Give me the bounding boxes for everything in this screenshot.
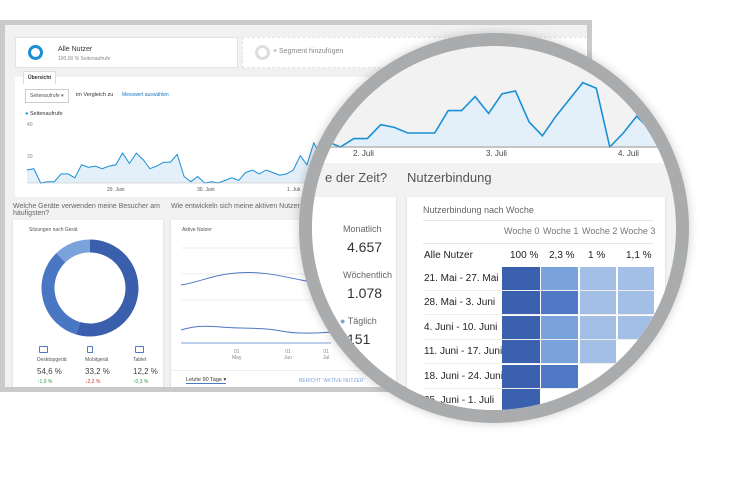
device-label: Desktopgerät — [37, 357, 67, 363]
cohort-cell[interactable] — [541, 291, 578, 315]
stat-value: 4.657 — [347, 239, 383, 255]
x-tick: 01 Jul — [323, 349, 330, 361]
device-share: 12,2 % — [133, 367, 158, 376]
week-header: Woche 0 — [504, 226, 540, 236]
week-header: Woche 1 — [543, 226, 579, 236]
x-tick: 01 Jun — [284, 349, 293, 361]
cohort-cell[interactable] — [618, 291, 654, 315]
stat-value: 1.078 — [347, 285, 383, 301]
legend-label: Seitenaufrufe — [29, 111, 63, 117]
cohort-cell[interactable] — [541, 364, 578, 388]
device-donut — [41, 239, 139, 337]
cohort-cell[interactable] — [580, 267, 616, 290]
device-share: 33,2 % — [85, 367, 110, 376]
week-header: Woche 3 — [620, 226, 656, 236]
devices-title: Sitzungen nach Gerät — [29, 227, 78, 233]
chart-legend: ● Seitenaufrufe — [25, 111, 63, 117]
date-range-select[interactable]: Letzte 90 Tage ▾ — [186, 377, 227, 384]
cohort-cell[interactable] — [502, 315, 540, 339]
devices-card: Sitzungen nach Gerät Desktopgerät 54,6 %… — [13, 220, 163, 387]
device-change: ↑0,3 % — [133, 379, 149, 385]
donut-slice — [56, 239, 91, 263]
tab-overview[interactable]: Übersicht — [23, 71, 57, 84]
stat-label: Monatlich — [343, 224, 382, 234]
all-users-value: 1 % — [588, 250, 606, 261]
active-users-report-link[interactable]: BERICHT "AKTIVE NUTZER" — [299, 378, 366, 384]
device-change: ↓2,2 % — [85, 379, 101, 385]
device-share: 54,6 % — [37, 367, 62, 376]
cohort-cell[interactable] — [502, 364, 540, 388]
stat-value: 151 — [347, 331, 371, 347]
all-users-value: 2,3 % — [549, 250, 575, 261]
cohort-row-label: 21. Mai - 27. Mai — [424, 273, 499, 284]
cohort-cell[interactable] — [502, 340, 540, 364]
all-users-value: 1,1 % — [626, 250, 652, 261]
select-metric-link[interactable]: Messwert auswählen — [122, 92, 169, 98]
all-users-label: Alle Nutzer — [424, 250, 473, 261]
device-change: ↑1,9 % — [37, 379, 53, 385]
weekly-line — [181, 325, 331, 334]
metric-select[interactable]: Seitenaufrufe ▾ — [25, 89, 69, 103]
y-tick: 20 — [27, 154, 33, 160]
cohort-cell[interactable] — [541, 340, 578, 364]
cohort-cell[interactable] — [580, 315, 616, 339]
cohort-row-label: 4. Juni - 10. Juni — [424, 321, 498, 333]
stat-label: Wöchentlich — [343, 270, 393, 280]
segment-all-users[interactable]: Alle Nutzer 100,00 % Seitenaufrufe — [15, 37, 238, 68]
segment-name: Alle Nutzer — [58, 46, 93, 53]
x-tick: 29. Juni — [107, 187, 125, 193]
add-segment-label: + Segment hinzufügen — [273, 48, 344, 55]
cohort-cell[interactable] — [580, 340, 616, 364]
cohort-cell[interactable] — [502, 291, 540, 315]
retention-title: Nutzerbindung nach Woche — [423, 205, 534, 215]
active-users-title: Aktive Nutzer — [182, 227, 212, 233]
devices-question: Welche Geräte verwenden meine Besucher a… — [13, 203, 160, 217]
x-tick: 2. Juli — [353, 149, 374, 158]
week-header: Woche 2 — [582, 226, 618, 236]
x-tick: 4. Juli — [618, 149, 639, 158]
compare-label: im Vergleich zu — [76, 92, 114, 98]
cohort-row-label: 11. Juni - 17. Juni — [424, 346, 503, 358]
x-tick: 01 May — [232, 349, 242, 361]
device-label: Mobilgerät — [85, 357, 109, 363]
cohort-cell[interactable] — [618, 315, 654, 339]
segment-ring-icon — [28, 45, 43, 60]
tablet-icon — [135, 346, 144, 353]
mobile-icon — [87, 346, 93, 353]
zoom-pageviews-chart — [312, 81, 676, 149]
desktop-icon — [39, 346, 48, 353]
retention-heading: Nutzerbindung — [407, 170, 492, 185]
zoom-active-question: e der Zeit? — [325, 170, 388, 185]
cohort-cell[interactable] — [618, 267, 654, 290]
y-tick: 40 — [27, 122, 33, 128]
cohort-cell[interactable] — [502, 389, 540, 410]
donut-slice — [76, 239, 139, 337]
cohort-row-label: 18. Juni - 24. Juni — [424, 370, 503, 382]
device-label: Tablet — [133, 357, 147, 363]
zoom-active-stats: Monatlich 4.657 Wöchentlich 1.078 ● Tägl… — [312, 197, 396, 410]
all-users-value: 100 % — [510, 250, 539, 261]
x-tick: 3. Juli — [486, 149, 507, 158]
cohort-cell[interactable] — [541, 267, 578, 290]
active-users-question: Wie entwickeln sich meine aktiven Nutzer… — [171, 203, 359, 210]
cohort-row-label: 25. Juni - 1. Juli — [424, 395, 495, 406]
stat-label: ● Täglich — [340, 316, 377, 326]
donut-slice — [41, 253, 81, 335]
metric-select-value: Seitenaufrufe — [30, 93, 60, 99]
magnifier-lens: 2. Juli 3. Juli 4. Juli e der Zeit? Nutz… — [299, 33, 689, 423]
add-segment-ring-icon — [255, 45, 270, 60]
cohort-cell[interactable] — [541, 315, 578, 339]
cohort-cell[interactable] — [502, 267, 540, 290]
cohort-cell[interactable] — [580, 291, 616, 315]
segment-sub: 100,00 % Seitenaufrufe — [58, 56, 111, 62]
x-tick: 30. Juni — [197, 187, 215, 193]
cohort-row-label: 28. Mai - 3. Juni — [424, 297, 496, 309]
x-tick: 1. Juli — [287, 187, 301, 193]
